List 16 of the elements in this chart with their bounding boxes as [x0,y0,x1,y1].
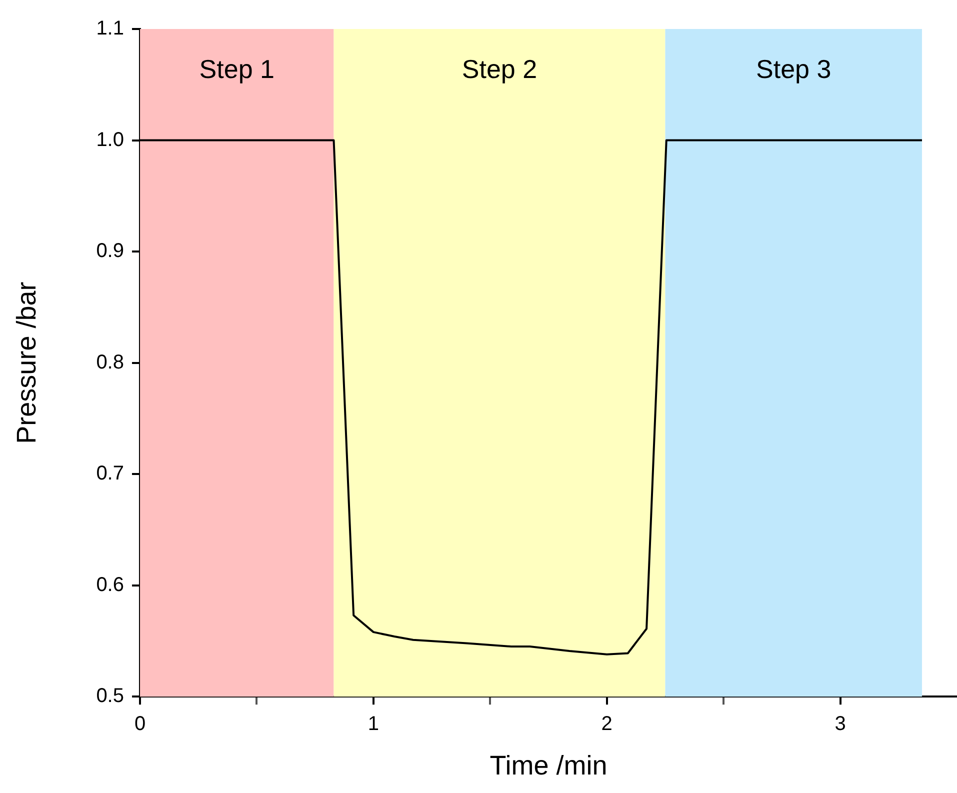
y-tick-label: 0.7 [96,462,124,485]
band-label: Step 1 [199,54,274,84]
y-tick-label: 0.9 [96,240,124,262]
x-axis-title: Time /min [490,750,608,780]
y-tick-label: 1.1 [96,18,124,40]
y-axis-title: Pressure /bar [12,282,42,444]
x-tick-label: 1 [368,713,379,736]
y-tick-label: 1.0 [96,128,124,151]
y-tick-label: 0.8 [96,351,124,374]
x-tick-label: 3 [834,713,846,736]
x-tick-label: 2 [601,713,612,736]
y-tick-label: 0.6 [96,574,124,596]
x-tick-label: 0 [134,713,146,736]
y-tick-label: 0.5 [96,685,124,708]
band-label: Step 3 [756,54,832,84]
band-label: Step 2 [462,54,538,84]
